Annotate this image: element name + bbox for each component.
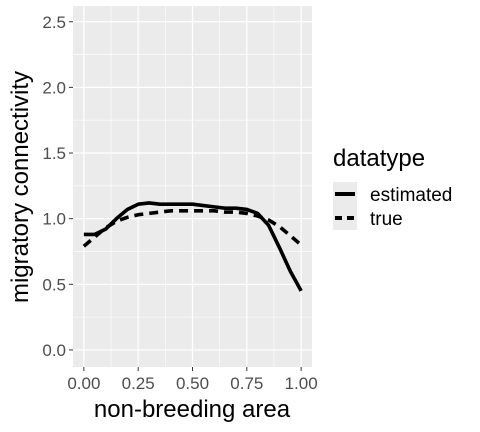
x-tick-label: 0.75: [230, 374, 263, 393]
y-tick-label: 1.0: [42, 210, 66, 229]
series-line-estimated: [83, 201, 303, 292]
legend: datatype estimated true: [333, 145, 452, 230]
y-axis: 0.0 0.5 1.0 1.5 2.0 2.5: [42, 13, 73, 360]
y-tick-label: 2.5: [42, 13, 66, 32]
x-tick-label: 1.00: [285, 374, 318, 393]
legend-title: datatype: [333, 145, 425, 172]
legend-label-estimated: estimated: [370, 185, 452, 206]
legend-label-true: true: [370, 209, 403, 230]
y-axis-title: migratory connectivity: [7, 71, 34, 303]
x-axis-title: non-breeding area: [94, 396, 291, 423]
x-tick-label: 0.50: [176, 374, 209, 393]
x-tick-label: 0.00: [67, 374, 100, 393]
grid-major: [73, 6, 312, 367]
series-line-true: [82, 208, 303, 248]
series-layer: [82, 201, 303, 292]
y-tick-label: 0.5: [42, 275, 66, 294]
y-tick-label: 0.0: [42, 341, 66, 360]
x-tick-label: 0.25: [122, 374, 155, 393]
y-tick-label: 2.0: [42, 78, 66, 97]
y-tick-label: 1.5: [42, 144, 66, 163]
x-axis: 0.00 0.25 0.50 0.75 1.00: [67, 367, 318, 393]
